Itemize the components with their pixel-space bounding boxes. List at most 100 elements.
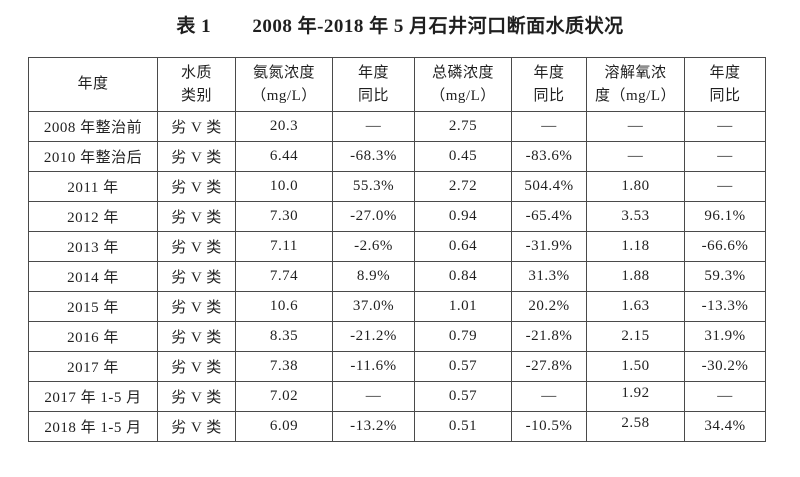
- table-cell: 1.80: [586, 171, 685, 202]
- table-cell: 0.94: [414, 201, 512, 232]
- table-cell: 1.88: [586, 261, 685, 292]
- table-row: 2013 年劣 V 类 7.11 -2.6% 0.64 -31.9% 1.18 -66.6%: [28, 231, 766, 262]
- table-body: 2008 年整治前劣 V 类 20.3—2.75— — —2010 年整治后劣 V 类…: [28, 111, 766, 442]
- table-cell: 2017 年 1-5 月: [28, 381, 158, 412]
- table-cell: 3.53: [586, 201, 685, 232]
- table-cell: 0.79: [414, 321, 512, 352]
- table-cell: -31.9%: [511, 231, 587, 262]
- table-cell: 劣 V 类: [157, 351, 236, 382]
- table-cell: -10.5%: [511, 411, 587, 442]
- table-cell: -65.4%: [511, 201, 587, 232]
- table-cell: -68.3%: [332, 141, 415, 172]
- table-cell: 1.18: [586, 231, 685, 262]
- table-cell: 0.45: [414, 141, 512, 172]
- table-cell: 0.64: [414, 231, 512, 262]
- table-cell: 7.30: [235, 201, 333, 232]
- table-cell: 劣 V 类: [157, 381, 236, 412]
- table-cell: 1.63: [586, 291, 685, 322]
- table-cell: 55.3%: [332, 171, 415, 202]
- table-cell: 2013 年: [28, 231, 158, 262]
- table-cell: 7.02: [235, 381, 333, 412]
- table-cell: 2010 年整治后: [28, 141, 158, 172]
- document-page: 表 1 2008 年-2018 年 5 月石井河口断面水质状况 年度 水质 类别氨…: [0, 13, 800, 442]
- table-cell: 10.6: [235, 291, 333, 322]
- table-cell: 劣 V 类: [157, 231, 236, 262]
- table-cell: 1.92: [586, 381, 685, 412]
- table-cell: 1.01: [414, 291, 512, 322]
- table-cell: 2016 年: [28, 321, 158, 352]
- table-cell: 59.3%: [684, 261, 766, 292]
- table-cell: 2014 年: [28, 261, 158, 292]
- table-cell: -27.0%: [332, 201, 415, 232]
- table-cell: 7.74: [235, 261, 333, 292]
- water-quality-table: 年度 水质 类别 氨氮浓度 （mg/L） 年度 同比 总磷浓度 （mg/L） 年度 同比溶…: [28, 57, 766, 442]
- table-cell: —: [684, 381, 766, 412]
- table-caption: 表 1 2008 年-2018 年 5 月石井河口断面水质状况: [0, 13, 800, 41]
- table-cell: 劣 V 类: [157, 291, 236, 322]
- table-cell: -13.2%: [332, 411, 415, 442]
- column-header-1: 水质 类别: [157, 57, 236, 112]
- table-cell: 8.9%: [332, 261, 415, 292]
- column-header-7: 年度 同比: [684, 57, 766, 112]
- table-row: 2008 年整治前劣 V 类 20.3—2.75— — —: [28, 111, 766, 142]
- table-cell: 劣 V 类: [157, 111, 236, 142]
- table-cell: 2012 年: [28, 201, 158, 232]
- table-cell: 劣 V 类: [157, 171, 236, 202]
- table-cell: 20.3: [235, 111, 333, 142]
- table-cell: 31.9%: [684, 321, 766, 352]
- table-cell: 2018 年 1-5 月: [28, 411, 158, 442]
- table-cell: —: [511, 111, 587, 142]
- table-cell: 劣 V 类: [157, 411, 236, 442]
- table-cell: 2.75: [414, 111, 512, 142]
- table-cell: -30.2%: [684, 351, 766, 382]
- table-cell: 劣 V 类: [157, 321, 236, 352]
- column-header-3: 年度 同比: [332, 57, 415, 112]
- table-cell: 1.50: [586, 351, 685, 382]
- table-row: 2017 年 1-5 月劣 V 类 7.02—0.57—1.92—: [28, 381, 766, 412]
- table-cell: 0.57: [414, 381, 512, 412]
- table-cell: 6.09: [235, 411, 333, 442]
- table-caption-title: 2008 年-2018 年 5 月石井河口断面水质状况: [252, 16, 624, 37]
- table-cell: 劣 V 类: [157, 201, 236, 232]
- table-row: 2014 年劣 V 类 7.74 8.9% 0.84 31.3% 1.88 59.3%: [28, 261, 766, 292]
- table-row: 2012 年劣 V 类 7.30 -27.0% 0.94 -65.4% 3.53 96.1%: [28, 201, 766, 232]
- table-row: 2015 年劣 V 类 10.6 37.0% 1.01 20.2% 1.63 -13.3%: [28, 291, 766, 322]
- table-cell: -11.6%: [332, 351, 415, 382]
- table-header-row-group: 年度 水质 类别 氨氮浓度 （mg/L） 年度 同比 总磷浓度 （mg/L） 年度 同比溶…: [28, 57, 766, 112]
- table-row: 2010 年整治后劣 V 类 6.44 -68.3% 0.45 -83.6% — —: [28, 141, 766, 172]
- table-cell: 10.0: [235, 171, 333, 202]
- table-cell: —: [586, 111, 685, 142]
- table-cell: 劣 V 类: [157, 261, 236, 292]
- table-cell: 2011 年: [28, 171, 158, 202]
- table-cell: 0.57: [414, 351, 512, 382]
- table-cell: 37.0%: [332, 291, 415, 322]
- table-cell: 7.11: [235, 231, 333, 262]
- table-row: 2017 年劣 V 类 7.38 -11.6% 0.57 -27.8% 1.50 -30.2…: [28, 351, 766, 382]
- table-row: 2018 年 1-5 月劣 V 类 6.09 -13.2% 0.51 -10.5% 2.5…: [28, 411, 766, 442]
- table-cell: 6.44: [235, 141, 333, 172]
- table-cell: 34.4%: [684, 411, 766, 442]
- table-cell: -27.8%: [511, 351, 587, 382]
- table-row: 2016 年劣 V 类 8.35 -21.2% 0.79 -21.8% 2.15 31.9%: [28, 321, 766, 352]
- table-cell: 劣 V 类: [157, 141, 236, 172]
- table-cell: —: [684, 141, 766, 172]
- table-cell: —: [511, 381, 587, 412]
- table-cell: 96.1%: [684, 201, 766, 232]
- table-cell: -21.2%: [332, 321, 415, 352]
- column-header-5: 年度 同比: [511, 57, 587, 112]
- table-cell: —: [684, 171, 766, 202]
- table-cell: 7.38: [235, 351, 333, 382]
- table-cell: 2.58: [586, 411, 685, 442]
- table-cell: 20.2%: [511, 291, 587, 322]
- column-header-0: 年度: [28, 57, 158, 112]
- table-cell: -2.6%: [332, 231, 415, 262]
- table-cell: -83.6%: [511, 141, 587, 172]
- table-cell: —: [332, 111, 415, 142]
- table-cell: 0.84: [414, 261, 512, 292]
- column-header-6: 溶解氧浓 度（mg/L）: [586, 57, 685, 112]
- table-cell: -13.3%: [684, 291, 766, 322]
- table-cell: -21.8%: [511, 321, 587, 352]
- table-cell: 2.72: [414, 171, 512, 202]
- table-cell: 0.51: [414, 411, 512, 442]
- table-cell: 8.35: [235, 321, 333, 352]
